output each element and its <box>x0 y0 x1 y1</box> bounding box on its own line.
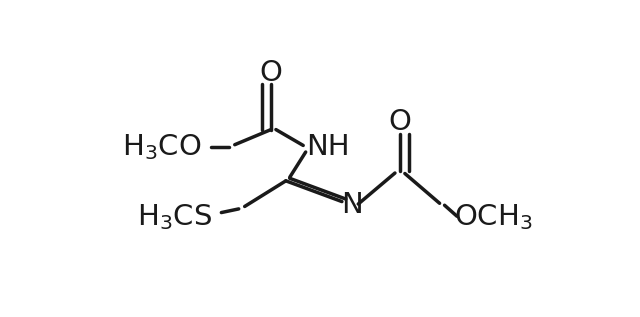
Text: H$_3$CO: H$_3$CO <box>122 132 202 162</box>
Text: O: O <box>260 59 282 87</box>
Text: H$_3$CS: H$_3$CS <box>137 203 212 232</box>
Text: N: N <box>341 191 363 219</box>
Text: OCH$_3$: OCH$_3$ <box>454 203 533 232</box>
Text: O: O <box>388 108 412 136</box>
Text: NH: NH <box>306 133 349 161</box>
